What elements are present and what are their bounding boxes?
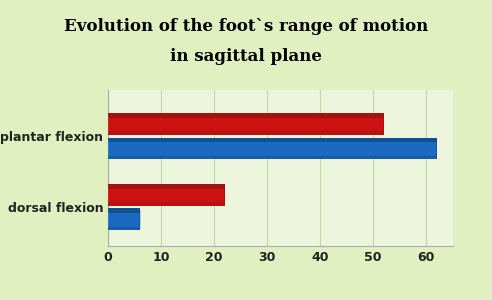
Bar (108, 184, 225, 206)
Bar (108, 137, 437, 159)
Bar (108, 208, 140, 230)
Bar (108, 184, 225, 189)
Bar (108, 202, 225, 206)
Bar (108, 137, 437, 142)
Bar (108, 113, 384, 135)
Bar (108, 113, 384, 118)
Bar (108, 208, 140, 213)
Bar (108, 226, 140, 230)
Bar (108, 156, 437, 159)
Bar (108, 131, 384, 135)
Text: Evolution of the foot`s range of motion: Evolution of the foot`s range of motion (64, 18, 428, 35)
Text: in sagittal plane: in sagittal plane (170, 48, 322, 65)
